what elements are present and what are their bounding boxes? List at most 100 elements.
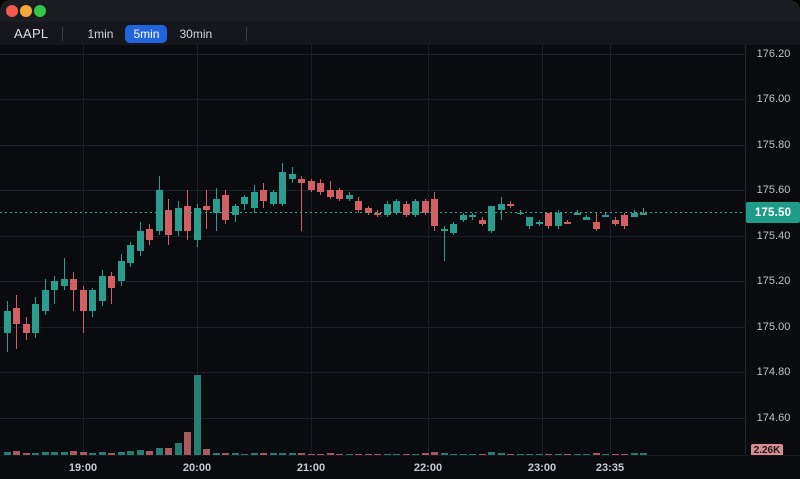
volume-bar [621, 453, 628, 455]
candle-body [165, 210, 172, 236]
price-gridline [0, 144, 745, 146]
candle-body [98, 276, 106, 302]
time-gridline [197, 45, 198, 455]
volume-bar [583, 453, 590, 455]
volume-bar [336, 453, 343, 455]
volume-bar [374, 453, 381, 455]
volume-bar [174, 443, 182, 455]
time-axis[interactable]: 19:00 20:00 21:00 22:00 23:00 23:35 [0, 455, 800, 479]
candle-body [526, 217, 533, 227]
price-tick-label: 174.80 [756, 366, 791, 378]
price-gridline [0, 190, 745, 191]
candle-wick [567, 219, 568, 225]
price-tick-label: 174.60 [756, 411, 791, 424]
volume-bar [108, 452, 115, 455]
volume-bar [459, 453, 467, 455]
price-axis[interactable]: 176.20 176.00 175.80 175.60 175.40 175.20 175.… [745, 45, 800, 455]
candle-body [450, 224, 457, 234]
timeframe-button-30min[interactable]: 30min [171, 25, 220, 43]
candle-body [127, 244, 134, 263]
candle-body [602, 215, 609, 218]
candle-body [174, 208, 182, 231]
candle-body [193, 208, 201, 241]
volume-bar [412, 453, 419, 455]
volume-bar [488, 452, 495, 455]
volume-bar [184, 432, 191, 455]
volume-bar [516, 453, 524, 455]
candle-body [535, 221, 543, 225]
toolbar-divider-2 [246, 26, 248, 41]
candle-body [136, 230, 144, 252]
minimize-window-button[interactable] [20, 5, 32, 17]
candle-wick [111, 271, 112, 304]
volume-bar [630, 453, 638, 455]
time-gridline [83, 45, 84, 455]
volume-bar [70, 451, 77, 455]
volume-bar [269, 453, 277, 455]
time-tick-label: 23:35 [595, 462, 625, 474]
candle-body [60, 278, 68, 286]
candle-body [421, 201, 429, 213]
volume-bar [212, 452, 220, 455]
candle-body [326, 190, 334, 197]
candle-body [554, 212, 562, 227]
titlebar[interactable] [0, 0, 800, 22]
time-gridline [311, 45, 312, 455]
volume-bar [383, 453, 391, 455]
price-gridline [0, 235, 745, 237]
symbol-label: AAPL [14, 26, 49, 41]
time-gridline [428, 45, 429, 455]
candle-body [592, 221, 600, 229]
volume-bar [554, 453, 562, 455]
volume-bar [165, 447, 172, 455]
volume-bar [545, 453, 552, 455]
volume-bar [507, 453, 514, 455]
volume-bar [440, 453, 448, 455]
price-tick-label: 176.00 [756, 93, 791, 105]
candle-body [507, 203, 514, 206]
candle-body [469, 215, 476, 217]
candle-body [41, 290, 49, 311]
timeframe-button-5min[interactable]: 5min [125, 24, 168, 43]
volume-bar [288, 453, 296, 455]
price-gridline [0, 281, 745, 282]
price-tick-label: 175.60 [756, 184, 791, 196]
candle-body [212, 199, 220, 213]
close-window-button[interactable] [6, 5, 18, 17]
volume-bar [241, 453, 248, 455]
last-price-badge: 175.50 [746, 202, 800, 223]
candle-body [260, 190, 267, 202]
candle-body [583, 217, 590, 220]
candle-body [640, 212, 647, 216]
volume-bar [22, 452, 30, 455]
candle-body [279, 171, 286, 204]
candle-wick [443, 226, 445, 261]
volume-bar [535, 453, 543, 455]
volume-bar [564, 453, 571, 455]
candle-body [3, 310, 11, 334]
candle-body [155, 190, 163, 231]
candle-body [146, 228, 153, 241]
volume-bar [602, 453, 609, 455]
candle-body [108, 276, 115, 288]
toolbar: AAPL 1min 5min 30min [0, 22, 800, 46]
candle-wick [643, 208, 644, 215]
candle-body [336, 190, 343, 200]
candle-body [231, 205, 239, 216]
volume-bar [260, 453, 267, 455]
price-tick-label: 175.40 [756, 229, 791, 242]
candle-body [621, 215, 628, 227]
chart-canvas[interactable] [0, 45, 800, 479]
candle-body [89, 290, 96, 311]
candle-body [70, 278, 77, 291]
volume-bar [60, 452, 68, 455]
candle-body [298, 178, 305, 184]
candle-body [488, 205, 495, 231]
candle-body [459, 215, 467, 220]
timeframe-button-1min[interactable]: 1min [79, 25, 121, 43]
price-gridline [0, 99, 745, 100]
zoom-window-button[interactable] [34, 5, 46, 17]
volume-bar [355, 453, 362, 455]
candle-body [573, 212, 581, 216]
price-tick-label: 175.20 [756, 275, 791, 287]
